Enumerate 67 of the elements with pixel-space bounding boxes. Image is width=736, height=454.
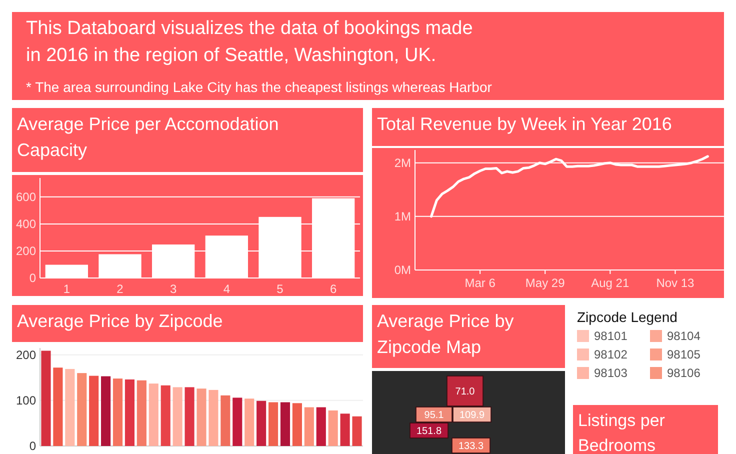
y-tick-label: 100 <box>16 394 36 408</box>
y-tick-label: 0M <box>394 263 411 278</box>
category-label: 98102 <box>594 348 628 362</box>
data-label: 95.1 <box>424 410 444 421</box>
bar <box>340 414 350 446</box>
bar <box>256 400 266 446</box>
bar <box>124 379 135 446</box>
y-tick-label: 200 <box>16 348 36 362</box>
x-tick-label: 4 <box>223 282 230 296</box>
text: Average Price by Zipcode Map <box>377 311 514 357</box>
bar <box>328 410 338 446</box>
bar <box>268 402 278 446</box>
category-label: 98101 <box>594 329 628 343</box>
data-label: 133.3 <box>458 441 484 452</box>
bar <box>172 387 182 446</box>
chart-title: Total Revenue by Week in Year 2016 <box>377 114 672 134</box>
bar <box>304 407 314 446</box>
text: * The area surrounding Lake City has the cheapest listings whereas Harbor <box>26 79 492 95</box>
x-tick-label: Aug 21 <box>591 276 630 290</box>
bar <box>65 368 75 446</box>
data-label: 151.8 <box>416 426 442 437</box>
x-tick-label: 6 <box>330 282 337 296</box>
bar <box>352 416 362 446</box>
bar <box>101 376 111 446</box>
bar <box>316 407 326 446</box>
x-tick-label: 2 <box>116 282 124 296</box>
legend-title: Zipcode Legend <box>577 309 678 325</box>
data-label: 71.0 <box>455 386 476 398</box>
bar <box>196 388 206 446</box>
y-tick-label: 200 <box>16 244 36 258</box>
data-label: 109.9 <box>459 410 485 421</box>
text: in 2016 in the region of Seattle, Washington, UK. <box>26 45 436 66</box>
text: Listings per Bedrooms <box>578 411 666 454</box>
bar <box>292 403 302 446</box>
bar <box>244 398 254 446</box>
chart-title: Average Price per Accomodation Capacity <box>17 114 279 160</box>
x-tick-label: May 29 <box>525 276 566 290</box>
bar <box>148 384 158 446</box>
bar <box>89 376 99 446</box>
bar <box>184 387 194 446</box>
x-tick-label: 1 <box>63 282 70 296</box>
text: This Databoard visualizes the data of bookings made <box>26 18 473 39</box>
chart-title: Average Price by Zipcode <box>17 311 223 331</box>
y-tick-label: 400 <box>16 217 36 232</box>
bar <box>41 350 51 446</box>
x-tick-label: 5 <box>276 282 284 296</box>
y-tick-label: 0 <box>29 439 36 454</box>
y-tick-label: 1M <box>394 210 411 224</box>
bar <box>112 378 123 446</box>
x-tick-label: 3 <box>170 282 177 296</box>
category-label: 98103 <box>594 366 628 380</box>
y-tick-label: 2M <box>394 156 411 170</box>
y-tick-label: 600 <box>16 190 36 204</box>
bar <box>232 398 242 446</box>
bar <box>77 373 87 446</box>
x-tick-label: Nov 13 <box>656 276 695 290</box>
bar <box>208 390 218 446</box>
y-tick-label: 0 <box>29 271 36 286</box>
x-tick-label: Mar 6 <box>464 276 496 290</box>
bar <box>280 402 290 446</box>
bar <box>220 395 230 446</box>
category-label: 98106 <box>667 366 701 380</box>
bar <box>53 368 63 446</box>
category-label: 98104 <box>667 329 701 343</box>
bar <box>160 385 170 446</box>
category-label: 98105 <box>667 348 701 362</box>
bar <box>136 380 146 446</box>
